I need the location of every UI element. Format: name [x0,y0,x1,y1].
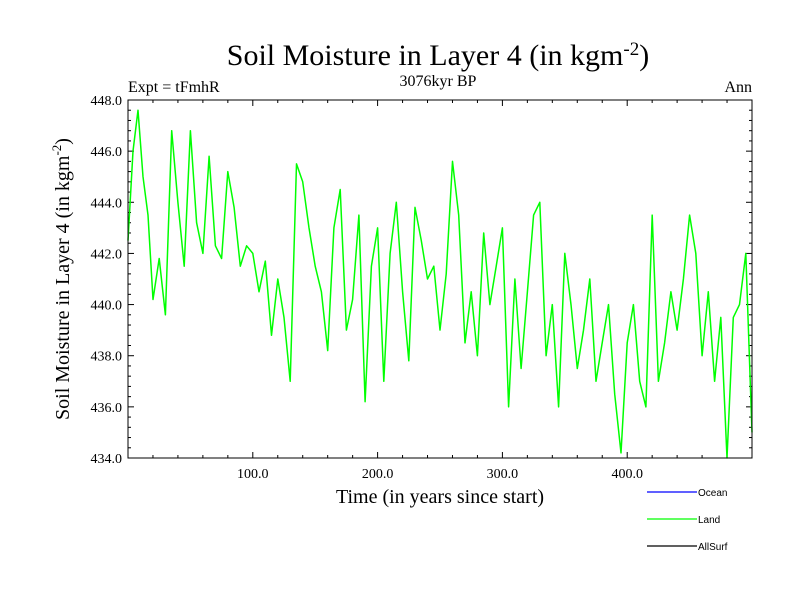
legend-label-land: Land [698,515,720,526]
chart-title: Soil Moisture in Layer 4 (in kgm-2) [227,39,649,72]
x-tick-label: 300.0 [487,467,519,482]
experiment-label: Expt = tFmhR [128,79,220,96]
series-layer [127,109,753,459]
x-tick-label: 100.0 [237,467,269,482]
y-tick-label: 440.0 [91,299,123,314]
period-label: 3076kyr BP [400,73,477,90]
axis-tick-labels: 100.0 200.0 300.0 400.0 434.0 436.0 438.0 440.0… [91,94,643,482]
plot-frame [127,99,753,459]
y-axis-title: Soil Moisture in Layer 4 (in kgm-2) [49,138,74,420]
legend: Ocean Land AllSurf [647,488,728,553]
y-tick-label: 448.0 [91,94,123,109]
x-tick-label: 200.0 [362,467,394,482]
y-tick-label: 436.0 [91,401,123,416]
y-tick-label: 438.0 [91,350,123,365]
y-tick-label: 446.0 [91,145,123,160]
y-tick-label: 434.0 [91,452,123,467]
y-tick-label: 442.0 [91,247,123,262]
legend-label-allsurf: AllSurf [698,542,728,553]
x-axis-title: Time (in years since start) [336,486,544,508]
y-tick-label: 444.0 [91,196,123,211]
series-line-land [127,109,753,459]
season-label: Ann [724,79,752,96]
legend-label-ocean: Ocean [698,488,727,499]
x-tick-label: 400.0 [611,467,643,482]
axis-ticks [128,100,752,458]
